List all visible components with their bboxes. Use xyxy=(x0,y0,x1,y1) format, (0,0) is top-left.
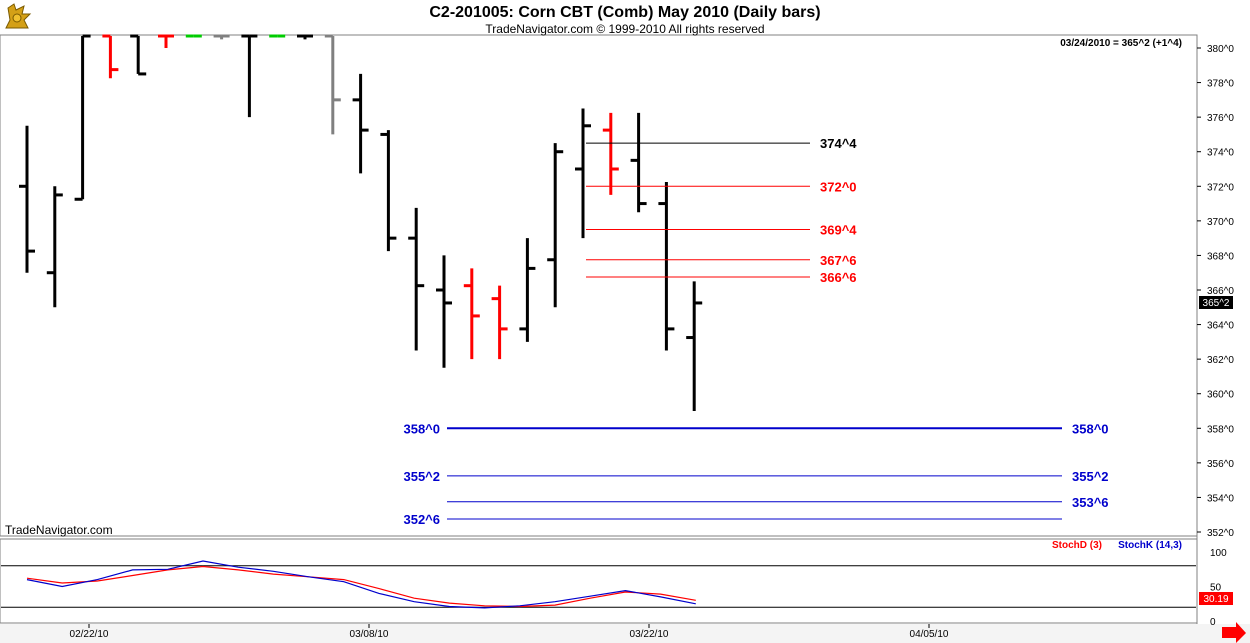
ohlc-bar xyxy=(575,108,591,239)
level-label: 372^0 xyxy=(820,179,857,194)
price-tick-label: 374^0 xyxy=(1207,148,1234,159)
chart-title: C2-201005: Corn CBT (Comb) May 2010 (Dai… xyxy=(429,4,820,21)
date-tick-label: 03/22/10 xyxy=(630,629,669,640)
price-tick-label: 376^0 xyxy=(1207,113,1234,124)
stoch-tick-label: 0 xyxy=(1210,617,1216,628)
ohlc-bar xyxy=(241,34,258,118)
ohlc-bar xyxy=(74,34,91,201)
level-lines: 374^4 372^0 369^4 367^6 366^6 358^0 358^0 355^2… xyxy=(403,136,1108,527)
stoch-tick-label: 50 xyxy=(1210,583,1222,594)
level-label: 355^2 xyxy=(403,469,440,484)
stochastic-panel xyxy=(0,538,1198,624)
stoch-series-line xyxy=(26,565,696,608)
stochd-legend: StochD (3) xyxy=(1052,540,1102,551)
right-arrow-icon[interactable] xyxy=(1222,622,1246,643)
date-tick-label: 03/08/10 xyxy=(350,629,389,640)
level-label: 352^6 xyxy=(403,512,440,527)
ohlc-bar xyxy=(158,34,174,48)
copyright-text: TradeNavigator.com © 1999-2010 All right… xyxy=(485,22,764,36)
ohlc-bar xyxy=(491,285,508,360)
level-label: 358^0 xyxy=(1072,421,1109,436)
last-price-tag xyxy=(1199,296,1233,309)
date-axis-bar xyxy=(0,624,1250,643)
price-axis: 352^0 354^0 356^0 358^0 360^0 362^0 364^0 366^0… xyxy=(1197,44,1234,539)
ohlc-bar xyxy=(686,281,703,411)
level-label: 353^6 xyxy=(1072,495,1109,510)
price-tick-label: 360^0 xyxy=(1207,390,1234,401)
ohlc-bar xyxy=(102,34,119,79)
price-tick-label: 354^0 xyxy=(1207,493,1234,504)
level-label: 374^4 xyxy=(820,136,857,151)
level-label: 355^2 xyxy=(1072,469,1109,484)
ohlc-bar xyxy=(380,130,397,252)
date-axis: 02/22/10 03/08/10 03/22/10 04/05/10 xyxy=(70,624,949,640)
price-tick-label: 364^0 xyxy=(1207,321,1234,332)
price-tick-label: 380^0 xyxy=(1207,44,1234,55)
level-label: 369^4 xyxy=(820,223,857,238)
ohlc-bar xyxy=(130,34,147,76)
trade-navigator-logo-icon[interactable] xyxy=(3,3,33,31)
stoch-value-tag xyxy=(1199,592,1233,605)
price-tick-label: 368^0 xyxy=(1207,251,1234,262)
stoch-tick-label: 100 xyxy=(1210,548,1227,559)
stoch-series-line xyxy=(26,560,696,609)
level-label: 358^0 xyxy=(403,421,440,436)
stoch-value-label: 30.19 xyxy=(1203,594,1228,605)
ohlc-bar xyxy=(547,143,564,308)
price-tick-label: 352^0 xyxy=(1207,528,1234,539)
ohlc-bar xyxy=(519,238,536,342)
stochk-legend: StochK (14,3) xyxy=(1118,540,1182,551)
price-panel xyxy=(0,34,1198,537)
watermark-text: TradeNavigator.com xyxy=(5,523,113,537)
date-tick-label: 04/05/10 xyxy=(910,629,949,640)
ohlc-bar xyxy=(46,186,63,308)
price-tick-label: 358^0 xyxy=(1207,424,1234,435)
level-label: 366^6 xyxy=(820,270,857,285)
price-tick-label: 356^0 xyxy=(1207,459,1234,470)
stochastic-lines: 100 50 0 xyxy=(1,548,1227,628)
price-tick-label: 372^0 xyxy=(1207,182,1234,193)
ohlc-bar xyxy=(602,112,619,195)
price-tick-label: 366^0 xyxy=(1207,286,1234,297)
ohlc-bars xyxy=(19,34,703,411)
price-tick-label: 370^0 xyxy=(1207,217,1234,228)
ohlc-bar xyxy=(436,255,452,368)
level-label: 367^6 xyxy=(820,253,857,268)
ohlc-bar xyxy=(352,73,369,174)
date-tick-label: 02/22/10 xyxy=(70,629,109,640)
last-value-readout: 03/24/2010 = 365^2 (+1^4) xyxy=(1060,38,1182,49)
ohlc-bar xyxy=(630,112,647,213)
ohlc-bar xyxy=(324,34,341,135)
last-price-label: 365^2 xyxy=(1203,298,1230,309)
price-tick-label: 362^0 xyxy=(1207,355,1234,366)
ohlc-bar xyxy=(297,34,313,40)
price-tick-label: 378^0 xyxy=(1207,79,1234,90)
ohlc-bar xyxy=(463,268,480,360)
ohlc-bar xyxy=(658,181,675,351)
ohlc-bar xyxy=(213,34,230,40)
ohlc-bar xyxy=(19,125,35,273)
ohlc-bar xyxy=(408,207,425,351)
